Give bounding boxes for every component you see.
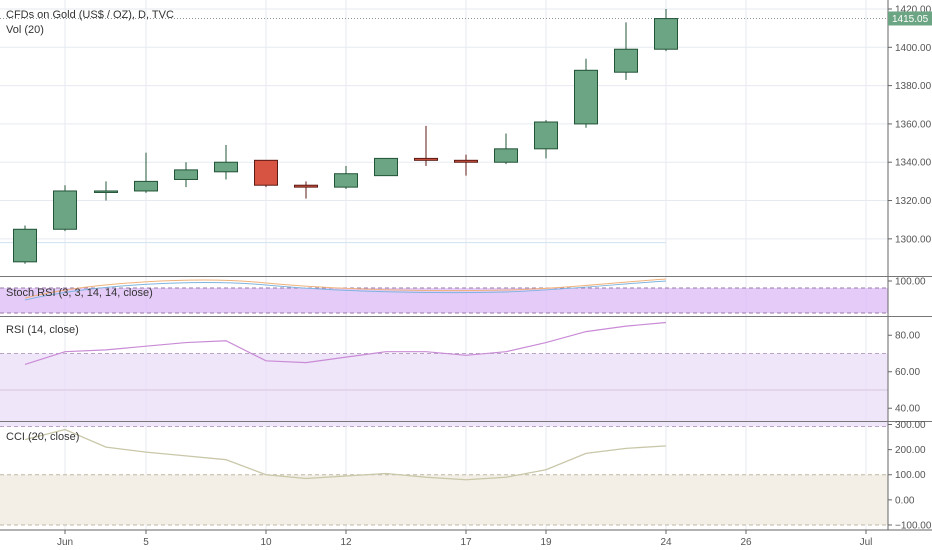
candle	[134, 152, 158, 193]
y-tick-label: 0.00	[895, 495, 915, 506]
candles	[13, 9, 678, 264]
candle-body	[174, 169, 198, 180]
candle-body	[374, 157, 398, 177]
rsi-line	[24, 321, 667, 366]
candle	[254, 159, 278, 188]
candle	[334, 166, 358, 190]
y-tick-label: 1380.00	[895, 81, 932, 92]
candle	[454, 154, 478, 176]
price-pane: CFDs on Gold (US$ / OZ), D, TVC Vol (20)	[0, 0, 888, 276]
price-grid	[0, 0, 888, 276]
candle-body	[294, 184, 318, 188]
x-tick-label: 17	[460, 537, 472, 548]
candle-body	[574, 69, 598, 125]
candle	[614, 22, 638, 80]
x-tick-label: 24	[660, 537, 672, 548]
stoch-k-line	[24, 278, 667, 299]
y-tick-label: 100.00	[895, 277, 926, 288]
candle	[574, 58, 598, 128]
y-tick-label: 300.00	[895, 420, 926, 431]
rsi-title: RSI (14, close)	[6, 324, 79, 336]
y-tick-label: 1400.00	[895, 43, 932, 54]
cci-band	[0, 474, 888, 525]
x-tick-label: 10	[260, 537, 272, 548]
x-tick-label: Jul	[860, 537, 873, 548]
volume-indicator-label: Vol (20)	[6, 24, 44, 36]
y-tick-label: 1360.00	[895, 119, 932, 130]
candle-body	[53, 190, 77, 230]
cci-title: CCI (20, close)	[6, 431, 79, 443]
candle	[534, 120, 558, 159]
candle	[654, 9, 678, 52]
x-tick-label: 26	[740, 537, 752, 548]
cci-area	[0, 422, 888, 530]
y-tick-label: 60.00	[895, 367, 920, 378]
stoch-rsi-area	[0, 277, 888, 316]
x-tick-label: 19	[540, 537, 552, 548]
last-price-badge	[888, 11, 932, 26]
candle-body	[654, 18, 678, 50]
y-tick-label: 80.00	[895, 331, 920, 342]
price-pane-title: CFDs on Gold (US$ / OZ), D, TVC	[6, 9, 174, 21]
rsi-pane: RSI (14, close)	[0, 317, 888, 427]
candle-body	[614, 48, 638, 73]
candle	[94, 181, 118, 201]
y-axis[interactable]: 1300.00 1320.00 1340.00 1360.00 1380.00 1400.…	[0, 0, 932, 531]
candle	[414, 125, 438, 167]
candle	[374, 157, 398, 177]
candle-body	[414, 157, 438, 161]
cci-line	[24, 428, 667, 481]
candle	[294, 181, 318, 199]
y-tick-label: 100.00	[895, 470, 926, 481]
y-tick-label: 1420.00	[895, 5, 932, 16]
x-tick-label: 5	[143, 537, 149, 548]
y-tick-label: 1340.00	[895, 158, 932, 169]
y-tick-label: 1320.00	[895, 196, 932, 207]
y-tick-label: 1300.00	[895, 234, 932, 245]
stoch-d-line	[24, 280, 667, 301]
candle	[494, 133, 518, 165]
candle	[53, 185, 77, 232]
y-tick-label: −100.00	[895, 520, 932, 531]
stoch-rsi-band	[0, 288, 888, 313]
rsi-area	[0, 317, 888, 427]
candle-body	[534, 121, 558, 150]
candle	[13, 225, 37, 264]
y-tick-label: 40.00	[895, 404, 920, 415]
candle-body	[334, 173, 358, 188]
candle	[174, 162, 198, 188]
x-axis[interactable]: Jun 5 10 12 17 19 24 26 Jul	[0, 529, 932, 548]
candle-body	[13, 228, 37, 263]
candle-body	[454, 159, 478, 163]
x-tick-label: 12	[340, 537, 352, 548]
stoch-rsi-title: Stoch RSI (3, 3, 14, 14, close)	[6, 287, 153, 299]
y-tick-label: 200.00	[895, 445, 926, 456]
cci-pane: CCI (20, close)	[0, 422, 888, 530]
candle	[214, 144, 238, 180]
stoch-rsi-pane: Stoch RSI (3, 3, 14, 14, close)	[0, 277, 888, 316]
candle-body	[214, 161, 238, 173]
candle-body	[134, 180, 158, 192]
x-tick-label: Jun	[57, 537, 73, 548]
last-price-label: 1415.05	[892, 14, 929, 25]
candle-body	[494, 148, 518, 163]
candle-body	[254, 159, 278, 186]
candle-body	[94, 190, 118, 193]
